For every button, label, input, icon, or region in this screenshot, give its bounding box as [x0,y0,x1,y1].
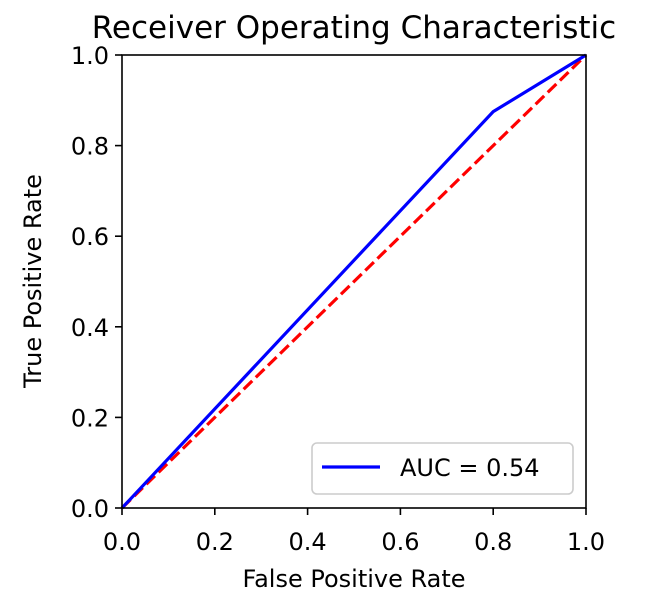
plot-frame [121,54,587,509]
x-tick-label: 0.4 [289,528,327,556]
x-tick-label: 0.6 [381,528,419,556]
chart-title: Receiver Operating Characteristic [92,10,616,46]
x-tick-label: 1.0 [567,528,605,556]
y-tick-label: 0.8 [71,133,109,161]
x-axis-label: False Positive Rate [242,565,465,593]
roc-curve-line [120,53,587,510]
y-tick-label: 0.4 [71,314,109,342]
y-tick-label: 0.2 [71,404,109,432]
y-tick-label: 0.0 [71,495,109,523]
x-axis: 0.0 0.2 0.4 0.6 0.8 1.0 [103,508,605,556]
x-tick-label: 0.0 [103,528,141,556]
x-tick-label: 0.8 [474,528,512,556]
y-axis-label: True Positive Rate [19,174,47,389]
y-tick-label: 1.0 [71,42,109,70]
series-layer [120,53,588,510]
x-tick-label: 0.2 [196,528,234,556]
y-axis: 0.0 0.2 0.4 0.6 0.8 1.0 [71,42,122,523]
y-tick-label: 0.6 [71,223,109,251]
legend: AUC = 0.54 [311,442,574,495]
legend-label: AUC = 0.54 [400,454,540,482]
legend-box [311,442,574,495]
chance-baseline-line [120,53,588,510]
